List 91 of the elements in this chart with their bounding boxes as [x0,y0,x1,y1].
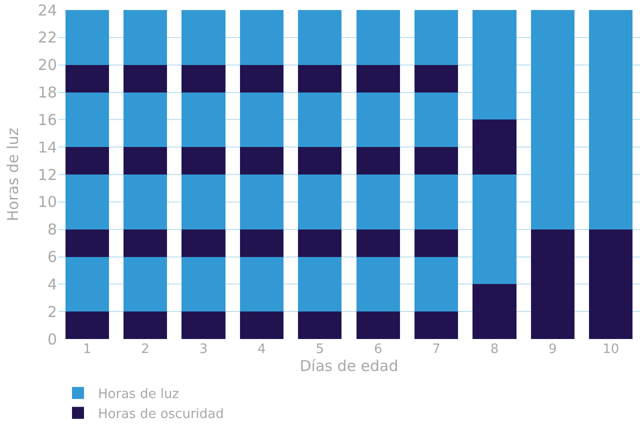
bar [414,229,458,257]
y-tick-label: 10 [38,193,57,212]
x-tick-label: 10 [602,342,620,357]
y-tick-label: 6 [47,248,57,266]
bar [298,147,342,174]
x-tick-label: 7 [432,342,440,357]
x-tick-label: 6 [374,342,382,357]
bar [182,256,226,312]
bar [123,256,168,312]
bar [123,147,168,174]
bar [298,64,342,92]
bar [182,312,226,339]
bar [123,10,168,65]
bar [414,92,458,148]
bar [240,229,284,257]
bar [356,92,400,148]
y-tick-label: 22 [38,28,57,47]
bar [182,64,226,92]
x-axis-title: Días de edad [300,357,398,375]
bar [472,284,516,339]
x-tick-label: 9 [548,342,557,357]
y-tick-label: 2 [47,302,57,321]
bar [123,92,168,148]
bar [65,10,109,65]
bar [414,10,458,65]
x-tick-label: 5 [316,342,324,357]
bar [472,174,516,284]
bar [65,147,109,174]
bar [298,174,342,230]
y-tick-label: 14 [38,138,57,156]
bar [240,92,284,148]
y-axis-title: Horas de luz [4,128,22,222]
bar [240,147,284,174]
bar [240,256,284,312]
bar [472,120,516,174]
bar [240,174,284,230]
bar [298,312,342,339]
bar [589,10,633,230]
x-tick-label: 8 [490,342,499,357]
legend-label: Horas de oscuridad [98,406,224,422]
bar [356,147,400,174]
y-tick-label: 18 [38,84,57,102]
bar [356,64,400,92]
bar [182,229,226,257]
bar [123,229,168,257]
bar [414,256,458,312]
y-tick-label: 20 [38,56,57,74]
x-tick-label: 2 [141,342,150,357]
bar [356,312,400,339]
bar [530,229,575,339]
bar [65,229,109,257]
bar [414,312,458,339]
bar [356,256,400,312]
bar [240,10,284,65]
bar [65,92,109,148]
y-tick-label: 4 [47,275,57,294]
y-tick-label: 24 [38,1,57,20]
bar [298,10,342,65]
bar [240,312,284,339]
y-tick-label: 16 [38,110,57,129]
bar [182,10,226,65]
x-tick-label: 4 [258,342,266,357]
x-tick-label: 1 [82,342,92,357]
y-tick-label: 12 [38,166,57,184]
bar [414,64,458,92]
bar [123,174,168,230]
bar [298,229,342,257]
x-tick-label: 3 [199,342,208,357]
bar [182,174,226,230]
bar [65,256,109,312]
legend-label: Horas de luz [98,387,180,402]
bar [123,64,168,92]
bar [414,147,458,174]
bar [65,174,109,230]
y-tick-label: 8 [47,220,57,239]
bar [414,174,458,230]
bar [182,92,226,148]
y-tick-label: 0 [47,330,57,348]
bar [298,256,342,312]
bar [182,147,226,174]
bar [530,10,575,230]
bar [65,64,109,92]
bar [589,229,633,339]
bar [123,312,168,339]
bar [65,312,109,339]
bar [240,64,284,92]
bar [356,229,400,257]
bar [472,10,516,120]
bar [356,174,400,230]
bar [298,92,342,148]
bar [356,10,400,65]
